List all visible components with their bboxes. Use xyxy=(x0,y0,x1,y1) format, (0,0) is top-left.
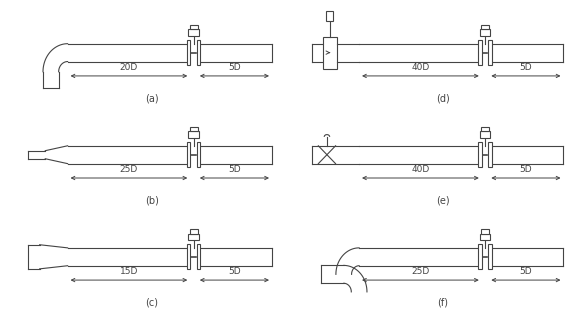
Text: 40D: 40D xyxy=(411,165,430,174)
Bar xyxy=(197,142,201,167)
Bar xyxy=(478,40,482,65)
Text: 25D: 25D xyxy=(120,165,138,174)
Bar xyxy=(187,244,190,269)
Bar xyxy=(197,40,201,65)
Text: 5D: 5D xyxy=(519,267,532,276)
Text: (e): (e) xyxy=(436,196,450,206)
Bar xyxy=(187,40,190,65)
Text: 5D: 5D xyxy=(228,165,241,174)
Bar xyxy=(481,127,489,131)
Bar xyxy=(481,25,489,29)
Text: 5D: 5D xyxy=(228,63,241,72)
Text: (b): (b) xyxy=(145,196,159,206)
Bar xyxy=(326,11,333,21)
Bar xyxy=(188,29,199,36)
Bar xyxy=(489,40,492,65)
Bar xyxy=(478,244,482,269)
Bar xyxy=(478,142,482,167)
Bar xyxy=(188,234,199,240)
Text: 25D: 25D xyxy=(411,267,430,276)
Bar xyxy=(480,234,490,240)
Bar xyxy=(189,229,198,234)
Bar xyxy=(489,244,492,269)
Bar xyxy=(189,25,198,29)
Bar xyxy=(480,131,490,138)
Text: 15D: 15D xyxy=(120,267,138,276)
Bar xyxy=(481,229,489,234)
Text: 40D: 40D xyxy=(411,63,430,72)
Bar xyxy=(323,37,337,69)
Bar xyxy=(480,29,490,36)
Text: (f): (f) xyxy=(438,298,448,308)
Bar xyxy=(489,142,492,167)
Text: (c): (c) xyxy=(145,298,158,308)
Text: (d): (d) xyxy=(436,94,450,104)
Text: 5D: 5D xyxy=(519,165,532,174)
Bar xyxy=(197,244,201,269)
Bar xyxy=(187,142,190,167)
Text: 5D: 5D xyxy=(228,267,241,276)
Bar xyxy=(189,127,198,131)
Bar xyxy=(188,131,199,138)
Text: 20D: 20D xyxy=(120,63,138,72)
Text: 5D: 5D xyxy=(519,63,532,72)
Text: (a): (a) xyxy=(145,94,159,104)
